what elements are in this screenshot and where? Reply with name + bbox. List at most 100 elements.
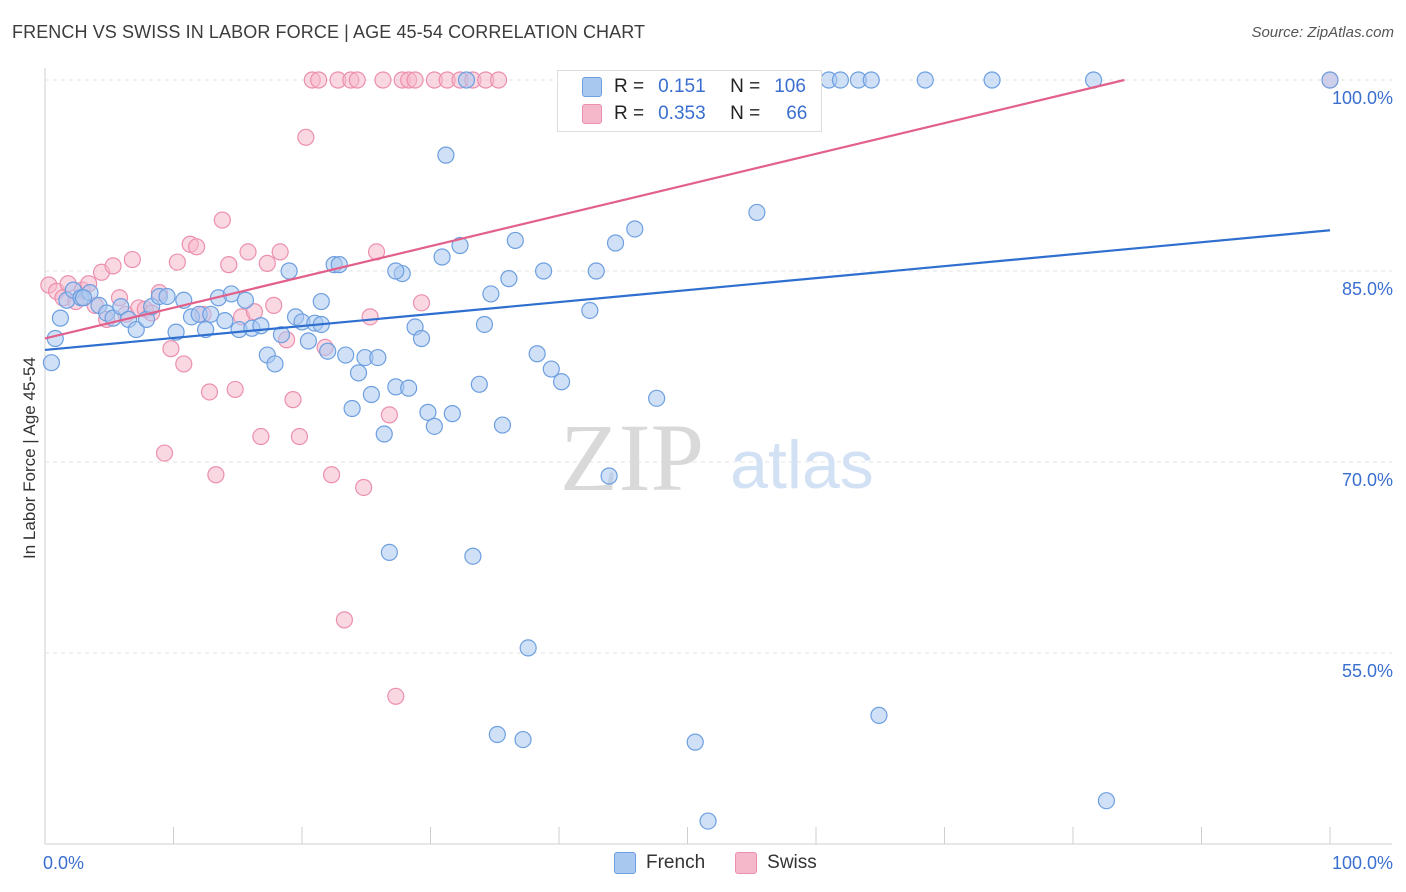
chart-title: FRENCH VS SWISS IN LABOR FORCE | AGE 45-…	[12, 22, 646, 42]
french-point	[699, 812, 717, 830]
french-point	[519, 639, 537, 657]
y-tick-label: 70.0%	[1342, 470, 1393, 490]
french-point	[870, 706, 888, 724]
swiss-point	[265, 296, 283, 314]
swiss-point	[220, 256, 238, 274]
chart-source: Source: ZipAtlas.com	[1251, 24, 1394, 41]
swiss-point	[226, 380, 244, 399]
french-point	[552, 373, 571, 391]
axes	[44, 68, 1392, 845]
swiss-point	[207, 466, 225, 484]
swiss-point	[104, 257, 122, 275]
french-point	[42, 354, 61, 372]
legend-row-swiss: R = 0.353 N = 66	[582, 102, 807, 126]
trendlines	[44, 78, 1331, 352]
swiss-n-value: 66	[786, 103, 808, 124]
swiss-point	[200, 383, 219, 401]
french-point	[686, 733, 704, 751]
french-point	[337, 346, 355, 364]
french-point	[369, 348, 387, 367]
legend-row-french: R = 0.151 N = 106	[582, 75, 806, 99]
french-point	[493, 416, 512, 434]
french-point	[443, 405, 461, 423]
swiss-point	[361, 308, 379, 326]
watermark-zip: ZIP	[560, 404, 704, 511]
french-point	[514, 730, 532, 749]
french-point	[451, 236, 469, 255]
x-tick-label-max: 100.0%	[1332, 853, 1393, 873]
french-point	[862, 71, 880, 89]
swiss-point	[258, 254, 276, 272]
french-point	[216, 312, 234, 330]
french-point	[457, 71, 476, 89]
french-point	[387, 262, 405, 280]
gridlines	[45, 79, 1392, 654]
swiss-point	[245, 303, 264, 321]
french-point	[127, 320, 145, 339]
swiss-point	[406, 71, 424, 89]
french-point	[748, 203, 766, 222]
legend-item-swiss: Swiss	[735, 852, 817, 874]
watermark: ZIP atlas	[560, 404, 874, 511]
french-point	[482, 285, 500, 303]
french-point	[425, 417, 443, 435]
legend-swiss-label: Swiss	[767, 852, 817, 873]
french-point	[1097, 792, 1116, 810]
swiss-trendline	[44, 78, 1125, 340]
french-n-value: 106	[774, 76, 806, 97]
french-point	[419, 403, 437, 421]
french-point	[380, 543, 398, 562]
french-point	[412, 329, 431, 348]
swiss-point	[490, 71, 508, 89]
french-point	[581, 301, 599, 320]
swiss-point	[310, 71, 328, 89]
correlation-legend: R = 0.151 N = 106 R = 0.353 N = 66	[557, 70, 822, 132]
swiss-point	[239, 243, 257, 261]
swiss-point	[374, 71, 392, 89]
french-point	[349, 364, 368, 382]
swiss-swatch	[582, 104, 602, 124]
french-point	[600, 467, 618, 485]
french-point	[542, 360, 560, 378]
y-tick-label: 85.0%	[1342, 279, 1393, 299]
y-tick-labels: 55.0% 70.0% 85.0% 100.0%	[1332, 88, 1393, 681]
y-axis-label: In Labor Force | Age 45-54	[20, 357, 39, 559]
swiss-point	[322, 466, 341, 484]
swiss-point	[355, 478, 373, 497]
french-point	[500, 270, 518, 288]
legend-item-french: French	[614, 852, 705, 874]
swiss-point	[335, 611, 354, 629]
french-point	[312, 292, 330, 311]
swiss-point	[412, 294, 431, 312]
swiss-point	[348, 71, 366, 89]
y-tick-label: 100.0%	[1332, 88, 1393, 108]
french-point	[272, 326, 291, 344]
french-point	[470, 375, 488, 393]
swiss-point	[155, 444, 174, 462]
french-point	[587, 262, 605, 280]
swiss-point	[175, 355, 193, 373]
swiss-point	[188, 238, 206, 256]
french-point	[506, 231, 524, 250]
french-point	[528, 345, 546, 363]
french-point	[280, 262, 298, 280]
french-point	[400, 379, 418, 397]
french-point	[299, 332, 318, 350]
french-point	[648, 389, 666, 407]
french-point	[433, 248, 451, 266]
french-point	[916, 71, 934, 89]
swiss-point	[290, 427, 309, 446]
swiss-point	[213, 211, 231, 229]
watermark-atlas: atlas	[730, 427, 874, 503]
french-point	[74, 289, 93, 307]
french-point	[375, 425, 393, 443]
french-point	[362, 385, 380, 404]
swiss-r-label: R =	[614, 103, 645, 124]
french-point	[158, 287, 176, 306]
french-point	[202, 305, 220, 323]
series-legend: French Swiss	[614, 852, 847, 874]
y-tick-label: 55.0%	[1342, 661, 1393, 681]
legend-french-swatch	[614, 852, 636, 874]
french-point	[983, 71, 1001, 89]
